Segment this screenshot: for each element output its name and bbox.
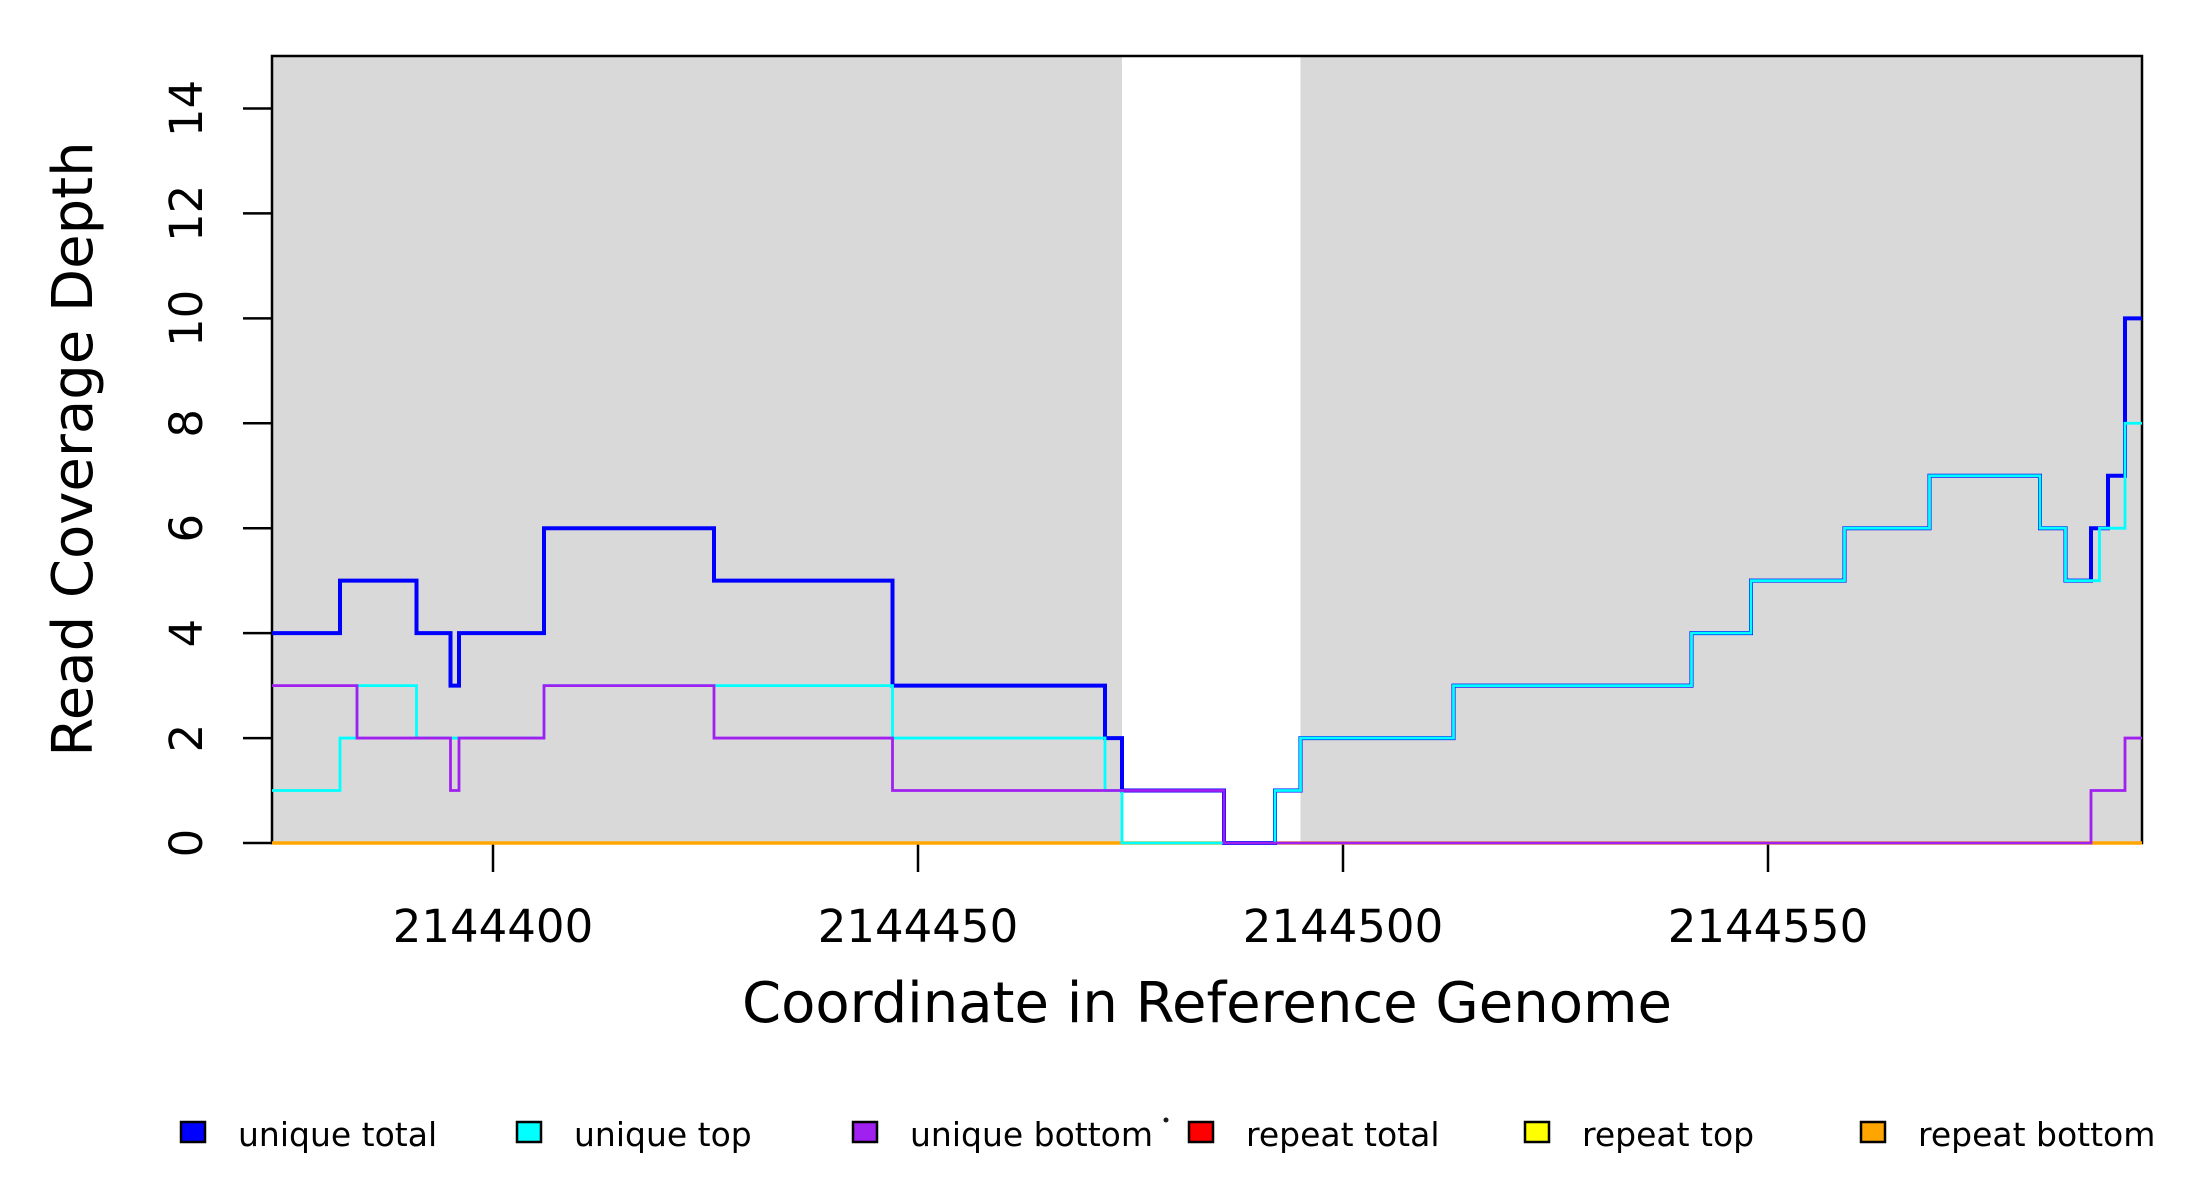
y-axis-tick-label: 2 xyxy=(160,724,213,753)
y-axis-tick-label: 12 xyxy=(160,185,213,242)
y-axis-title: Read Coverage Depth xyxy=(41,141,106,756)
legend-swatch-unique-bottom xyxy=(851,1120,879,1144)
legend-swatch-repeat-total xyxy=(1187,1120,1215,1144)
x-axis-tick-label: 2144500 xyxy=(1243,900,1443,953)
shaded-region xyxy=(272,56,1122,843)
legend-label-unique-top: unique top xyxy=(574,1115,752,1154)
series-line-unique-bottom xyxy=(272,684,2142,845)
y-axis-tick-label: 4 xyxy=(160,619,213,648)
y-axis-tick-label: 10 xyxy=(160,290,213,347)
x-axis-title: Coordinate in Reference Genome xyxy=(742,971,1672,1036)
x-axis-tick-label: 2144450 xyxy=(818,900,1018,953)
legend-label-repeat-total: repeat total xyxy=(1246,1115,1440,1154)
x-axis-tick-label: 2144550 xyxy=(1668,900,1868,953)
y-axis-tick-label: 8 xyxy=(160,409,213,438)
legend-swatch-unique-total xyxy=(179,1120,207,1144)
legend-label-unique-bottom: unique bottom xyxy=(910,1115,1153,1154)
stray-dot-artifact xyxy=(1163,1117,1169,1123)
legend-label-unique-total: unique total xyxy=(238,1115,437,1154)
legend-swatch-repeat-top xyxy=(1523,1120,1551,1144)
legend-label-repeat-bottom: repeat bottom xyxy=(1918,1115,2155,1154)
y-axis-tick-label: 6 xyxy=(160,514,213,543)
y-axis-tick-label: 0 xyxy=(160,829,213,858)
y-axis-tick-label: 14 xyxy=(160,80,213,137)
legend-label-repeat-top: repeat top xyxy=(1582,1115,1754,1154)
legend-swatch-unique-top xyxy=(515,1120,543,1144)
shaded-region xyxy=(1300,56,2142,843)
legend-swatch-repeat-bottom xyxy=(1859,1120,1887,1144)
x-axis-tick-label: 2144400 xyxy=(393,900,593,953)
